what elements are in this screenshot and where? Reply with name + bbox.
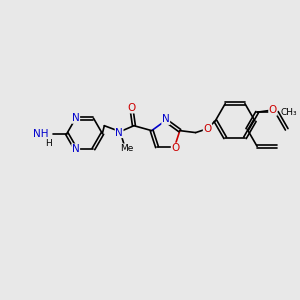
Text: O: O	[171, 143, 180, 153]
Text: NH: NH	[33, 129, 48, 139]
Text: N: N	[72, 113, 80, 123]
Text: O: O	[269, 105, 277, 115]
Text: N: N	[162, 114, 169, 124]
Text: CH₃: CH₃	[281, 108, 297, 117]
Text: O: O	[128, 103, 136, 113]
Text: N: N	[72, 144, 80, 154]
Text: N: N	[115, 128, 123, 138]
Text: O: O	[203, 124, 211, 134]
Text: H: H	[45, 139, 52, 148]
Text: Me: Me	[120, 144, 134, 153]
